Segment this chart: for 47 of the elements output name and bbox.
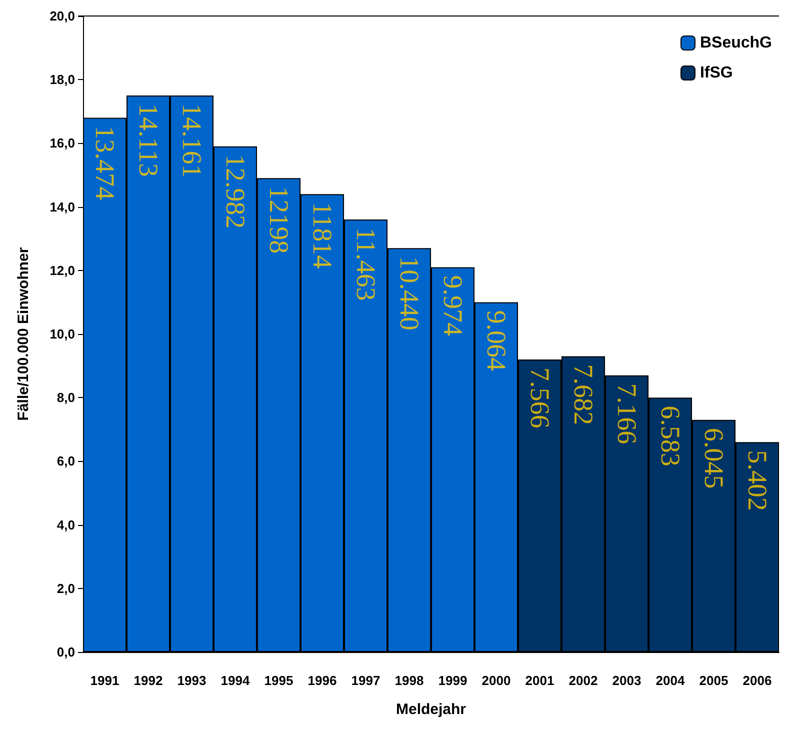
y-tick-label: 6,0 (56, 454, 75, 469)
annotation: 11814 (307, 202, 338, 270)
x-tick-label: 1999 (438, 673, 468, 688)
y-tick-label: 16,0 (50, 136, 75, 151)
y-tick-label: 18,0 (50, 72, 75, 88)
x-tick-label: 1996 (308, 673, 337, 688)
annotation: 7.166 (612, 383, 642, 444)
x-tick-label: 2003 (612, 673, 642, 688)
annotation: 6.583 (655, 406, 686, 466)
annotation: 13.474 (90, 126, 120, 201)
y-axis-title: Fälle/100.000 Einwohner (15, 247, 32, 421)
x-tick-label: 2002 (568, 673, 598, 688)
x-tick-label: 1994 (220, 673, 250, 688)
annotation: 12.982 (220, 154, 250, 229)
annotation: 6.045 (698, 428, 729, 489)
x-tick-label: 1997 (351, 673, 380, 688)
x-tick-label: 2005 (699, 673, 728, 688)
y-tick-label: 8,0 (56, 390, 75, 406)
annotation: 9.064 (481, 310, 512, 372)
x-tick-label: 1995 (264, 673, 294, 688)
y-tick-label: 14,0 (50, 199, 75, 214)
y-tick-label: 0,0 (56, 644, 75, 660)
annotation: 5.402 (742, 450, 772, 511)
y-tick-label: 4,0 (56, 517, 75, 532)
y-tick-label: 12,0 (50, 262, 75, 278)
annotation: 14.113 (133, 104, 164, 177)
x-tick-label: 2004 (656, 673, 686, 688)
annotation: 10.440 (394, 256, 424, 330)
x-tick-label: 1993 (177, 673, 206, 688)
legend-label: IfSG (700, 64, 733, 82)
x-tick-label: 2000 (482, 673, 511, 688)
annotation: 14.161 (176, 104, 207, 178)
annotation: 7.566 (524, 367, 555, 428)
annotation: 9.974 (438, 275, 468, 336)
y-tick-label: 2,0 (56, 580, 75, 596)
x-tick-label: 2001 (525, 673, 554, 688)
x-tick-label: 2006 (742, 673, 772, 688)
x-tick-label: 1992 (134, 673, 163, 688)
annotation: 11.463 (350, 228, 381, 301)
annotation: 12198 (264, 186, 294, 254)
annotation: 7.682 (568, 364, 598, 426)
y-tick-label: 20,0 (50, 8, 75, 24)
x-tick-label: 1991 (90, 673, 120, 688)
legend-label: BSeuchG (700, 34, 772, 52)
y-tick-label: 10,0 (50, 326, 75, 342)
x-tick-label: 1998 (394, 673, 424, 688)
x-axis-title: Meldejahr (396, 701, 466, 718)
